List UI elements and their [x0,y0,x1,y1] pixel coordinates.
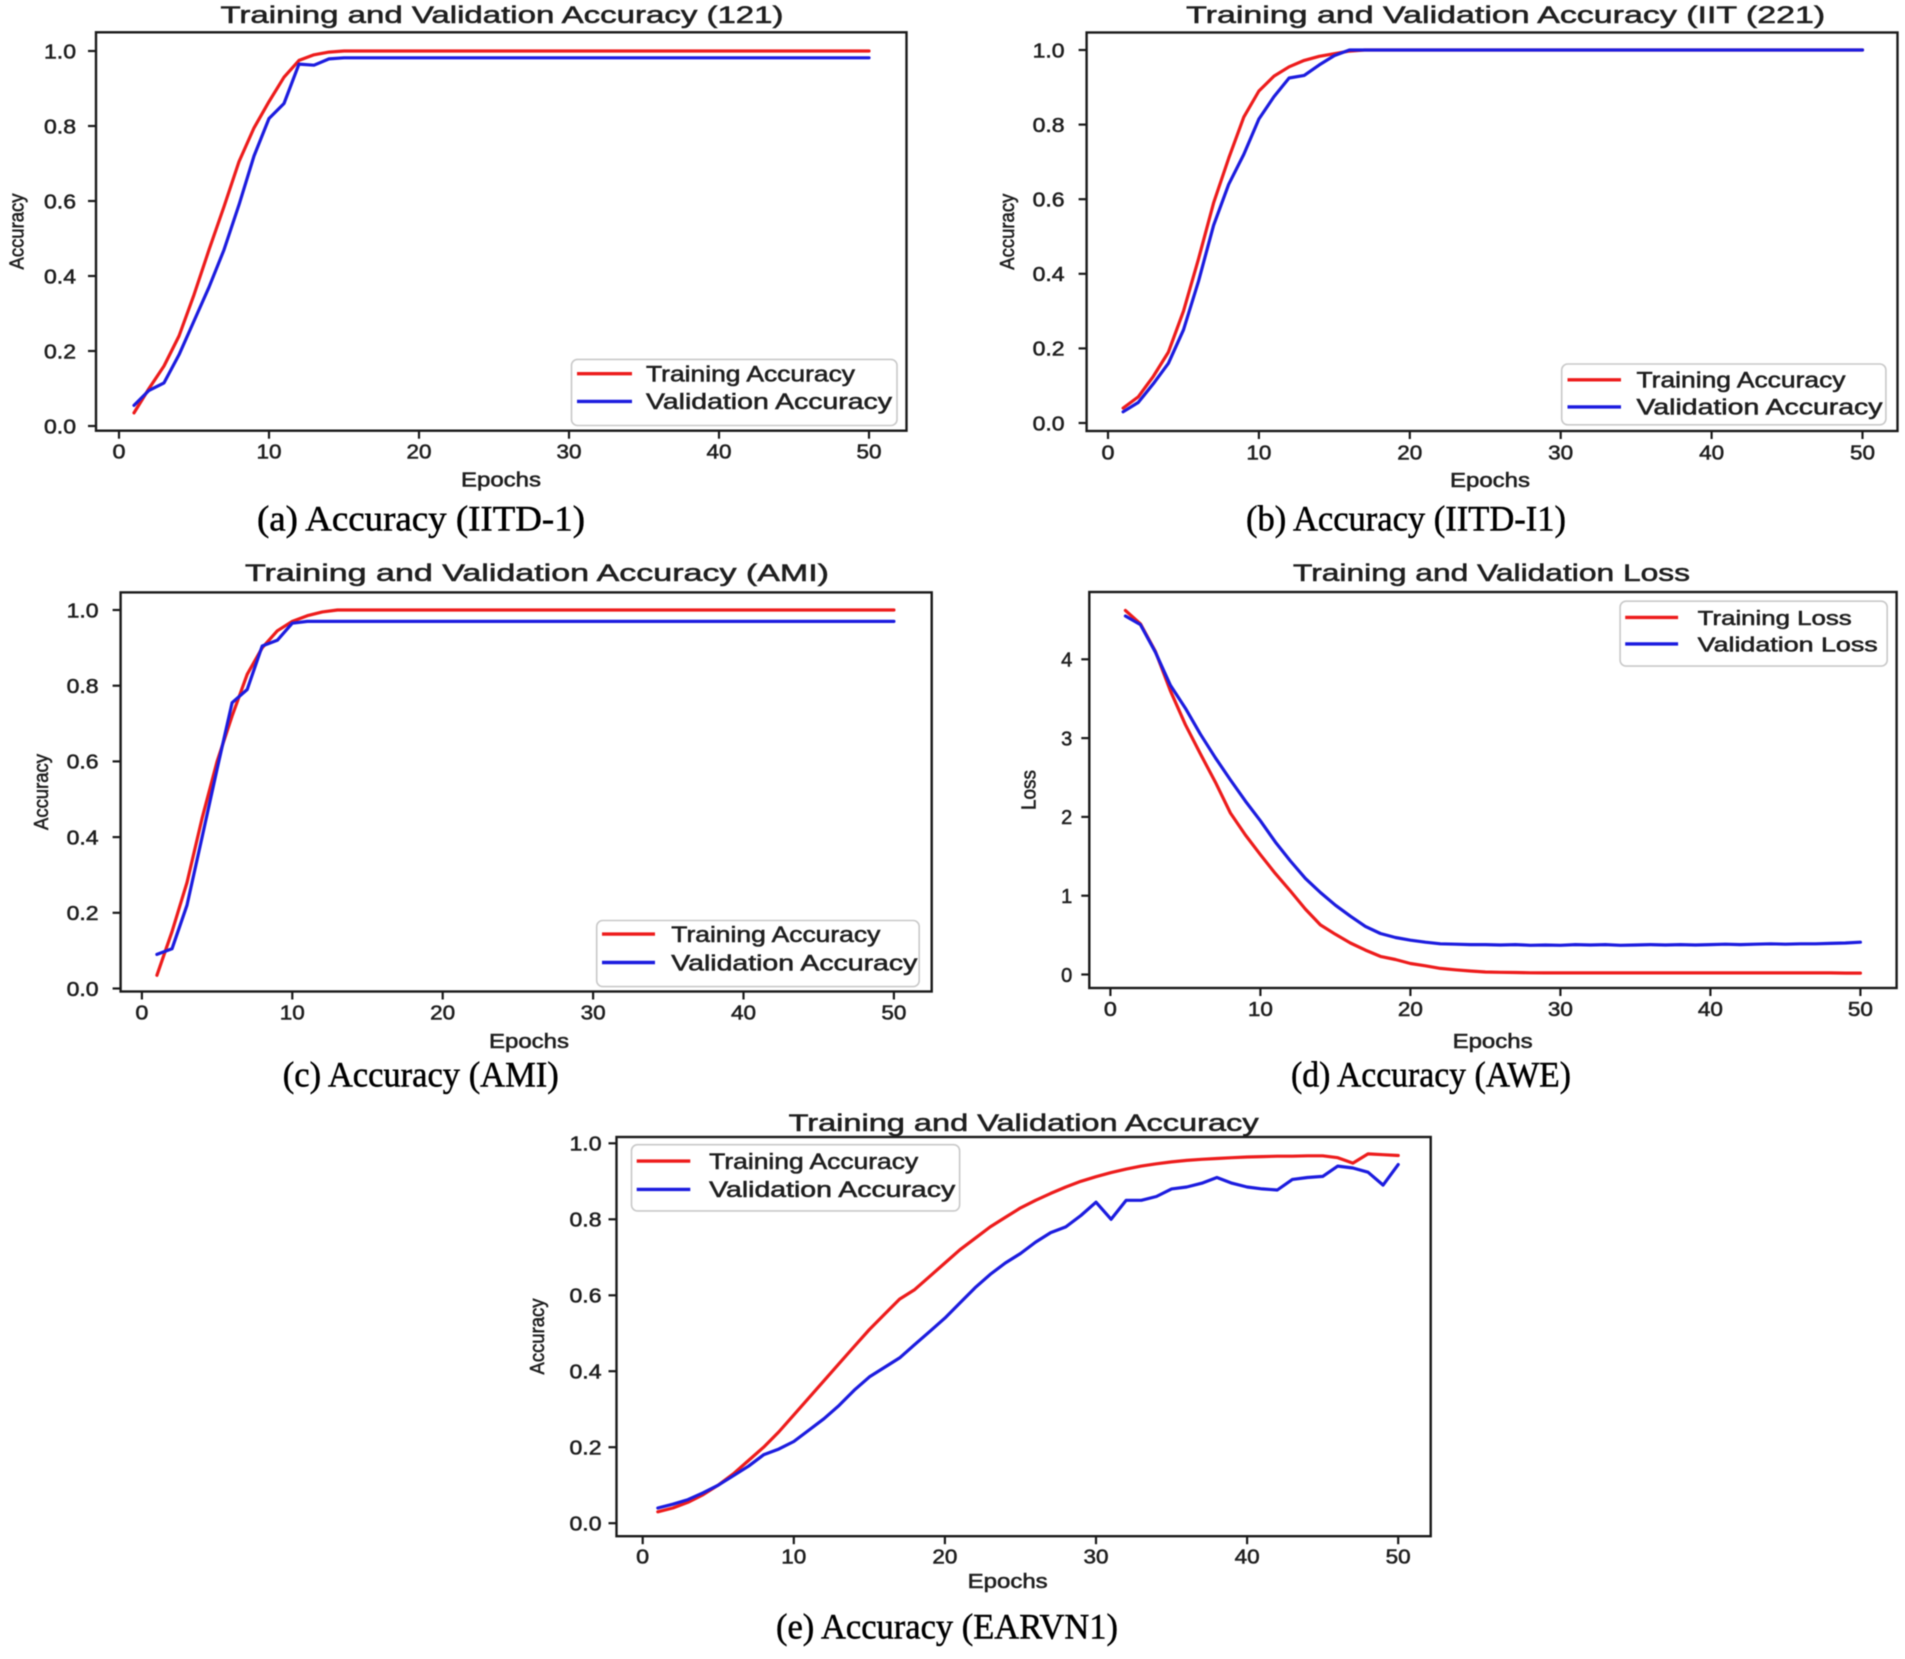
svg-text:(c) Accuracy (AMI): (c) Accuracy (AMI) [283,1055,559,1095]
svg-text:0.0: 0.0 [1033,413,1065,435]
svg-text:20: 20 [1397,442,1422,464]
svg-text:0: 0 [1061,965,1072,987]
svg-text:0.4: 0.4 [570,1362,602,1384]
svg-text:30: 30 [1084,1546,1109,1568]
svg-text:30: 30 [1548,442,1573,464]
svg-text:0.4: 0.4 [67,827,99,849]
svg-text:1.0: 1.0 [570,1134,602,1156]
svg-text:Validation Loss: Validation Loss [1698,634,1878,657]
svg-text:(d) Accuracy (AWE): (d) Accuracy (AWE) [1291,1055,1571,1095]
svg-text:Training Accuracy: Training Accuracy [671,922,880,947]
svg-text:Training and Validation Accura: Training and Validation Accuracy (IIT (2… [1186,2,1825,29]
svg-text:40: 40 [1235,1546,1260,1568]
svg-text:10: 10 [781,1546,806,1568]
svg-text:10: 10 [280,1002,305,1024]
svg-text:0.4: 0.4 [1033,264,1065,286]
svg-text:0.0: 0.0 [570,1514,602,1536]
svg-text:0: 0 [1102,442,1115,464]
svg-text:0.2: 0.2 [44,341,76,363]
svg-text:50: 50 [1850,442,1875,464]
svg-text:20: 20 [1398,999,1423,1021]
svg-text:Training and Validation Accura: Training and Validation Accuracy [789,1110,1259,1137]
svg-text:0.8: 0.8 [570,1210,602,1232]
svg-text:Accuracy: Accuracy [527,1299,549,1375]
svg-text:0.6: 0.6 [67,752,99,774]
svg-text:0.0: 0.0 [67,979,99,1001]
svg-text:4: 4 [1061,650,1072,672]
svg-text:Training and Validation Accura: Training and Validation Accuracy (AMI) [245,560,829,587]
svg-text:Training and Validation Loss: Training and Validation Loss [1293,560,1690,587]
svg-text:40: 40 [1699,442,1724,464]
svg-text:Accuracy: Accuracy [7,194,29,270]
svg-text:Accuracy: Accuracy [997,194,1019,270]
svg-text:1.0: 1.0 [44,41,76,63]
svg-text:0.2: 0.2 [1033,339,1065,361]
svg-text:(a) Accuracy (IITD-1): (a) Accuracy (IITD-1) [257,499,585,539]
svg-text:0.2: 0.2 [67,903,99,925]
svg-text:0.8: 0.8 [67,676,99,698]
svg-text:Training Accuracy: Training Accuracy [1637,368,1846,393]
svg-text:3: 3 [1061,728,1072,750]
svg-text:(e) Accuracy (EARVN1): (e) Accuracy (EARVN1) [776,1607,1118,1647]
svg-text:Training Accuracy: Training Accuracy [709,1149,918,1174]
svg-text:0: 0 [1104,999,1117,1021]
svg-text:30: 30 [1548,999,1573,1021]
svg-text:(b) Accuracy (IITD-I1): (b) Accuracy (IITD-I1) [1246,499,1566,539]
svg-text:2: 2 [1061,807,1072,829]
svg-text:10: 10 [1246,442,1271,464]
svg-text:10: 10 [1248,999,1273,1021]
svg-text:50: 50 [1848,999,1873,1021]
svg-text:40: 40 [1698,999,1723,1021]
svg-text:1.0: 1.0 [1033,40,1065,62]
svg-text:40: 40 [707,441,732,463]
svg-text:Epochs: Epochs [1450,470,1530,492]
svg-text:Validation Accuracy: Validation Accuracy [671,950,917,975]
svg-text:0.8: 0.8 [44,116,76,138]
svg-text:50: 50 [857,441,882,463]
svg-text:0: 0 [135,1002,148,1024]
svg-text:0.6: 0.6 [570,1286,602,1308]
svg-text:Validation Accuracy: Validation Accuracy [709,1177,955,1202]
svg-text:Epochs: Epochs [1453,1031,1533,1053]
svg-text:20: 20 [407,441,432,463]
svg-text:1.0: 1.0 [67,600,99,622]
svg-text:Validation Accuracy: Validation Accuracy [1637,395,1883,420]
svg-text:50: 50 [1386,1546,1411,1568]
svg-text:0.4: 0.4 [44,266,76,288]
svg-text:Training Loss: Training Loss [1698,607,1852,630]
svg-text:20: 20 [430,1002,455,1024]
svg-text:0: 0 [636,1546,649,1568]
svg-text:Training and Validation Accura: Training and Validation Accuracy (121) [221,2,784,29]
svg-text:Loss: Loss [1019,770,1041,810]
svg-text:Epochs: Epochs [489,1031,569,1053]
svg-text:0.8: 0.8 [1033,115,1065,137]
svg-text:Accuracy: Accuracy [31,754,53,830]
svg-text:50: 50 [881,1002,906,1024]
svg-text:Validation Accuracy: Validation Accuracy [646,389,892,414]
svg-text:1: 1 [1061,886,1072,908]
svg-text:30: 30 [581,1002,606,1024]
svg-text:30: 30 [557,441,582,463]
svg-text:20: 20 [932,1546,957,1568]
svg-text:Epochs: Epochs [968,1571,1048,1593]
svg-text:0.2: 0.2 [570,1438,602,1460]
svg-text:40: 40 [731,1002,756,1024]
svg-text:0.6: 0.6 [1033,190,1065,212]
svg-text:0.6: 0.6 [44,191,76,213]
svg-text:0: 0 [113,441,126,463]
svg-text:10: 10 [257,441,282,463]
svg-text:Epochs: Epochs [461,470,541,492]
svg-text:0.0: 0.0 [44,416,76,438]
svg-text:Training Accuracy: Training Accuracy [646,362,855,387]
